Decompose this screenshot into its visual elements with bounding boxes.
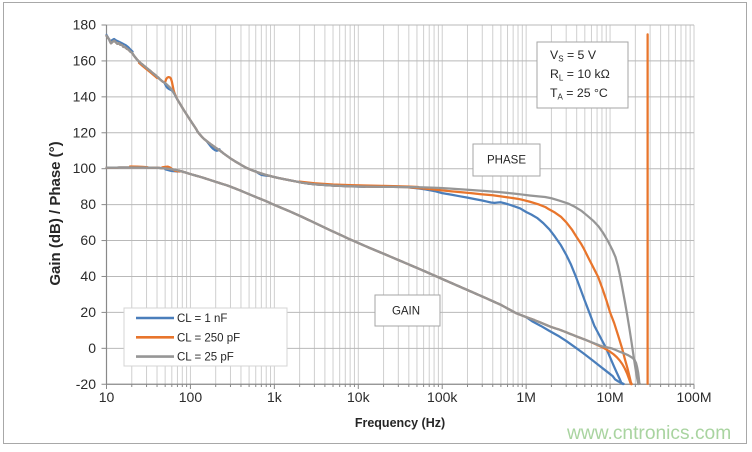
svg-text:www.cntronics.com: www.cntronics.com [566,423,731,444]
svg-text:TA = 25 °C: TA = 25 °C [550,86,608,102]
svg-text:100: 100 [179,389,203,405]
svg-text:Frequency (Hz): Frequency (Hz) [355,416,445,430]
svg-text:VS = 5 V: VS = 5 V [550,48,597,64]
svg-text:0: 0 [88,340,96,356]
svg-text:160: 160 [73,52,97,68]
svg-text:PHASE: PHASE [487,155,526,167]
svg-text:180: 180 [73,17,97,33]
svg-text:RL = 10 kΩ: RL = 10 kΩ [550,67,610,83]
svg-text:GAIN: GAIN [392,306,420,318]
svg-text:CL = 25 pF: CL = 25 pF [177,352,234,364]
svg-text:1M: 1M [516,389,535,405]
svg-text:1k: 1k [267,389,283,405]
svg-text:140: 140 [73,88,97,104]
svg-text:10k: 10k [347,389,371,405]
svg-text:10M: 10M [596,389,623,405]
svg-text:CL = 250 pF: CL = 250 pF [177,332,240,344]
svg-text:100k: 100k [427,389,458,405]
svg-text:120: 120 [73,124,97,140]
svg-text:CL = 1 nF: CL = 1 nF [177,313,227,325]
svg-text:Gain (dB) / Phase (°): Gain (dB) / Phase (°) [47,141,64,285]
svg-text:10: 10 [99,389,115,405]
svg-text:80: 80 [80,196,96,212]
svg-text:100M: 100M [676,389,711,405]
svg-text:100: 100 [73,160,97,176]
svg-text:20: 20 [80,304,96,320]
svg-text:-20: -20 [76,376,96,392]
svg-text:40: 40 [80,268,96,284]
svg-text:60: 60 [80,232,96,248]
